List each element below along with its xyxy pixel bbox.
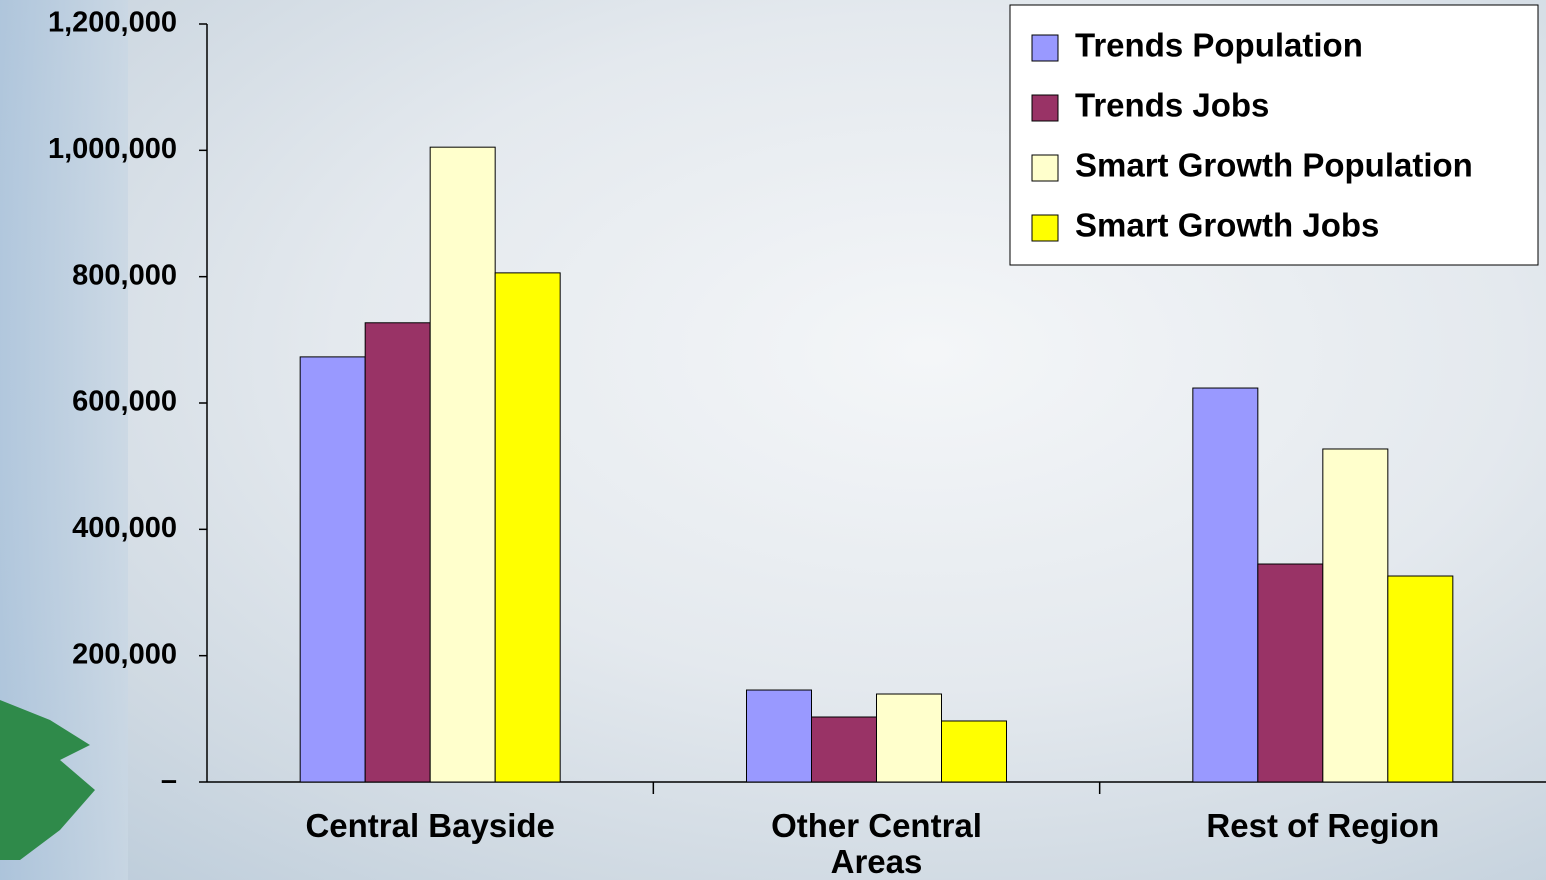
bar — [299, 356, 366, 783]
legend-swatch — [1031, 154, 1059, 182]
legend-swatch — [1031, 214, 1059, 242]
x-tick-label: Central Bayside — [305, 807, 555, 844]
bar — [941, 720, 1007, 783]
x-tick-label: Rest of Region — [1206, 807, 1440, 844]
y-tick-label: 200,000 — [72, 638, 177, 670]
y-tick-label: – — [161, 765, 177, 797]
bar — [429, 146, 496, 783]
x-tick-label: Other Central Areas — [771, 807, 982, 880]
bar — [1322, 448, 1389, 783]
legend-label: Trends Population — [1075, 27, 1363, 64]
legend-label: Smart Growth Population — [1075, 147, 1473, 184]
logo — [0, 700, 95, 860]
legend-label: Trends Jobs — [1075, 87, 1269, 124]
bar — [364, 322, 431, 783]
bar — [1192, 387, 1259, 783]
bar — [1257, 563, 1324, 783]
bar — [876, 693, 942, 783]
bar — [1387, 575, 1454, 783]
bar — [811, 716, 877, 783]
legend-swatch — [1031, 94, 1059, 122]
bar — [494, 272, 561, 783]
y-tick-label: 800,000 — [72, 259, 177, 291]
y-tick-label: 1,000,000 — [48, 133, 177, 165]
y-tick-label: 400,000 — [72, 512, 177, 544]
y-tick-label: 600,000 — [72, 386, 177, 418]
legend-label: Smart Growth Jobs — [1075, 207, 1379, 244]
legend-box — [1009, 4, 1539, 266]
bar — [746, 689, 812, 783]
y-tick-label: 1,200,000 — [48, 7, 177, 39]
legend-swatch — [1031, 34, 1059, 62]
